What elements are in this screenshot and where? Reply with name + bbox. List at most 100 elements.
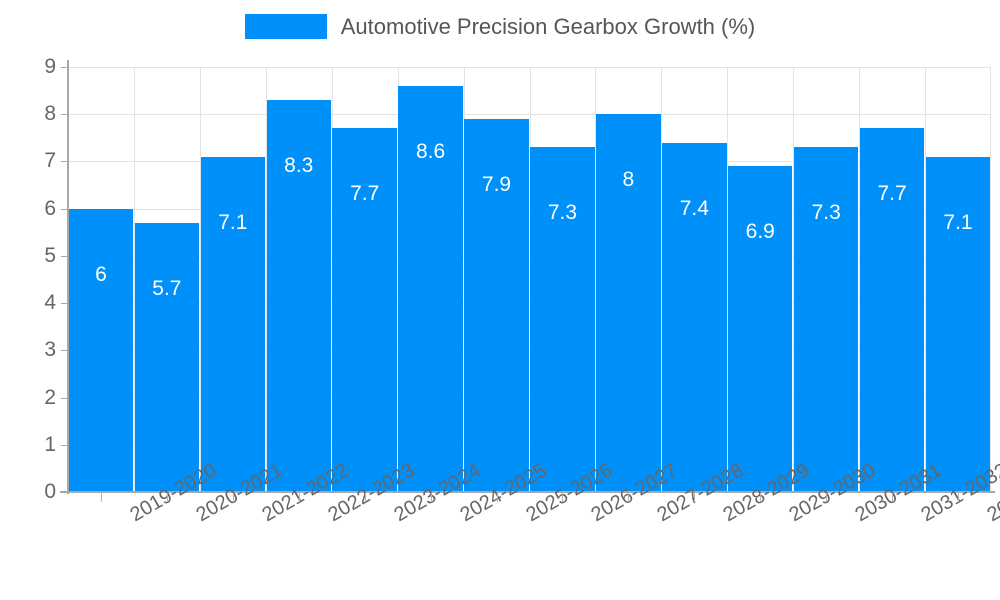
y-axis-tick-label: 6	[44, 196, 56, 220]
bar[interactable]	[530, 147, 595, 492]
y-axis-tick-mark	[61, 303, 68, 305]
y-axis-tick-label: 1	[44, 432, 56, 456]
x-axis-tick-mark	[365, 493, 366, 502]
x-axis-tick-label: 2028-2029	[720, 459, 814, 526]
x-axis-tick-label: 2024-2025	[456, 459, 550, 526]
bar[interactable]	[200, 156, 266, 492]
y-axis-tick-mark	[61, 255, 68, 257]
gridline-vertical	[859, 67, 860, 492]
bar-value-label: 7.1	[943, 210, 973, 234]
legend-color-swatch	[244, 14, 327, 39]
bar-value-label: 7.9	[481, 172, 512, 196]
bar[interactable]	[398, 85, 463, 492]
gridline-vertical	[661, 67, 662, 492]
x-axis-tick-mark	[760, 493, 761, 502]
x-axis-tick-mark	[299, 493, 300, 502]
y-axis-tick-mark	[61, 161, 68, 163]
x-axis-tick-mark	[167, 493, 168, 502]
bar[interactable]	[266, 100, 331, 492]
bar-value-label: 5.7	[152, 276, 182, 300]
x-axis-tick-mark	[826, 493, 827, 502]
x-axis-line	[60, 491, 995, 493]
y-axis-tick-label: 8	[44, 102, 56, 126]
gridline-horizontal	[68, 350, 991, 352]
x-axis-tick-label: 2020-2021	[192, 459, 286, 526]
x-axis-tick-label: 2022-2023	[324, 459, 418, 526]
gridline-vertical	[793, 67, 794, 492]
bar[interactable]	[332, 128, 397, 492]
y-axis-tick-label: 0	[44, 480, 56, 503]
bar-value-label: 7.3	[547, 201, 578, 225]
bar-value-label: 7.3	[811, 201, 841, 225]
plot-area: 6 5.7 7.1 8.3 7.7 8.6 7.9 7.3 8 7.4 6.9 7.3 7.7 7.1	[68, 67, 991, 493]
x-axis-tick-label: 2032-2033	[983, 459, 1000, 527]
bar-value-label: 8	[622, 168, 635, 192]
gridline-vertical	[595, 67, 596, 492]
chart-legend: Automotive Precision Gearbox Growth (%)	[0, 14, 1000, 39]
gridline-horizontal	[68, 303, 991, 305]
gridline-horizontal	[68, 161, 991, 163]
y-axis-tick-mark	[61, 208, 68, 210]
legend-label: Automotive Precision Gearbox Growth (%)	[340, 14, 756, 39]
y-axis-tick-mark	[61, 114, 68, 116]
gridline-horizontal	[68, 67, 991, 68]
y-axis-tick-label: 9	[44, 55, 56, 78]
x-axis-tick-label: 2030-2031	[852, 459, 946, 526]
x-axis-tick-mark	[431, 493, 432, 502]
gridline-vertical	[134, 67, 135, 492]
x-axis-tick-label: 2027-2028	[654, 459, 748, 526]
x-axis-tick-mark	[958, 493, 959, 502]
bar[interactable]	[134, 222, 200, 492]
bar[interactable]	[662, 142, 727, 492]
bar-value-label: 7.1	[218, 210, 248, 234]
x-axis-tick-mark	[694, 493, 695, 502]
bar-value-label: 7.4	[679, 196, 709, 220]
gridline-horizontal	[68, 208, 991, 210]
y-axis-tick-label: 2	[44, 385, 56, 409]
bar[interactable]	[728, 166, 793, 492]
y-axis-tick-mark	[61, 397, 68, 399]
x-axis-tick-label: 2025-2026	[522, 459, 616, 526]
plot-right-border	[990, 67, 991, 492]
y-axis-line	[67, 60, 69, 494]
gridline-vertical	[727, 67, 728, 492]
gridline-horizontal	[68, 444, 991, 446]
y-axis-tick-mark	[61, 350, 68, 352]
x-axis-tick-mark	[497, 493, 498, 502]
gridline-vertical	[266, 67, 267, 492]
gridline-horizontal	[68, 255, 991, 257]
y-axis-tick-label: 5	[44, 243, 56, 267]
y-axis-tick-label: 4	[44, 291, 56, 315]
x-axis-tick-label: 2021-2022	[258, 459, 352, 526]
x-axis-tick-mark	[233, 493, 234, 502]
x-axis-tick-mark	[101, 493, 102, 502]
bar[interactable]	[793, 147, 859, 492]
x-axis-tick-label: 2026-2027	[588, 459, 682, 526]
bar[interactable]	[68, 208, 134, 492]
y-axis-tick-label: 7	[44, 149, 56, 173]
gridline-horizontal	[68, 397, 991, 399]
bar[interactable]	[464, 118, 529, 492]
gridline-vertical	[925, 67, 926, 492]
x-axis-tick-label: 2023-2024	[390, 459, 484, 526]
y-axis-tick-mark	[61, 67, 68, 68]
gridline-vertical	[200, 67, 201, 492]
bar-value-label: 6	[95, 262, 107, 286]
x-axis-tick-label: 2019-2020	[126, 459, 220, 526]
y-axis-tick-label: 3	[44, 338, 56, 362]
x-axis-tick-mark	[628, 493, 629, 502]
y-axis-tick-mark	[61, 444, 68, 446]
bar-value-label: 7.7	[350, 182, 380, 206]
x-axis-tick-label: 2031-2032	[918, 459, 1000, 526]
bar-value-label: 8.3	[284, 154, 314, 178]
bar[interactable]	[596, 114, 661, 492]
y-axis-tick-labels: 0 1 2 3 4 5 6 7 8 9	[0, 0, 56, 600]
bar-value-label: 7.7	[877, 182, 907, 206]
bar-value-label: 8.6	[416, 139, 446, 163]
bar[interactable]	[859, 128, 925, 492]
gridline-horizontal	[68, 114, 991, 116]
bar[interactable]	[925, 156, 991, 492]
x-axis-tick-label: 2029-2030	[786, 459, 880, 526]
x-axis-tick-mark	[562, 493, 563, 502]
